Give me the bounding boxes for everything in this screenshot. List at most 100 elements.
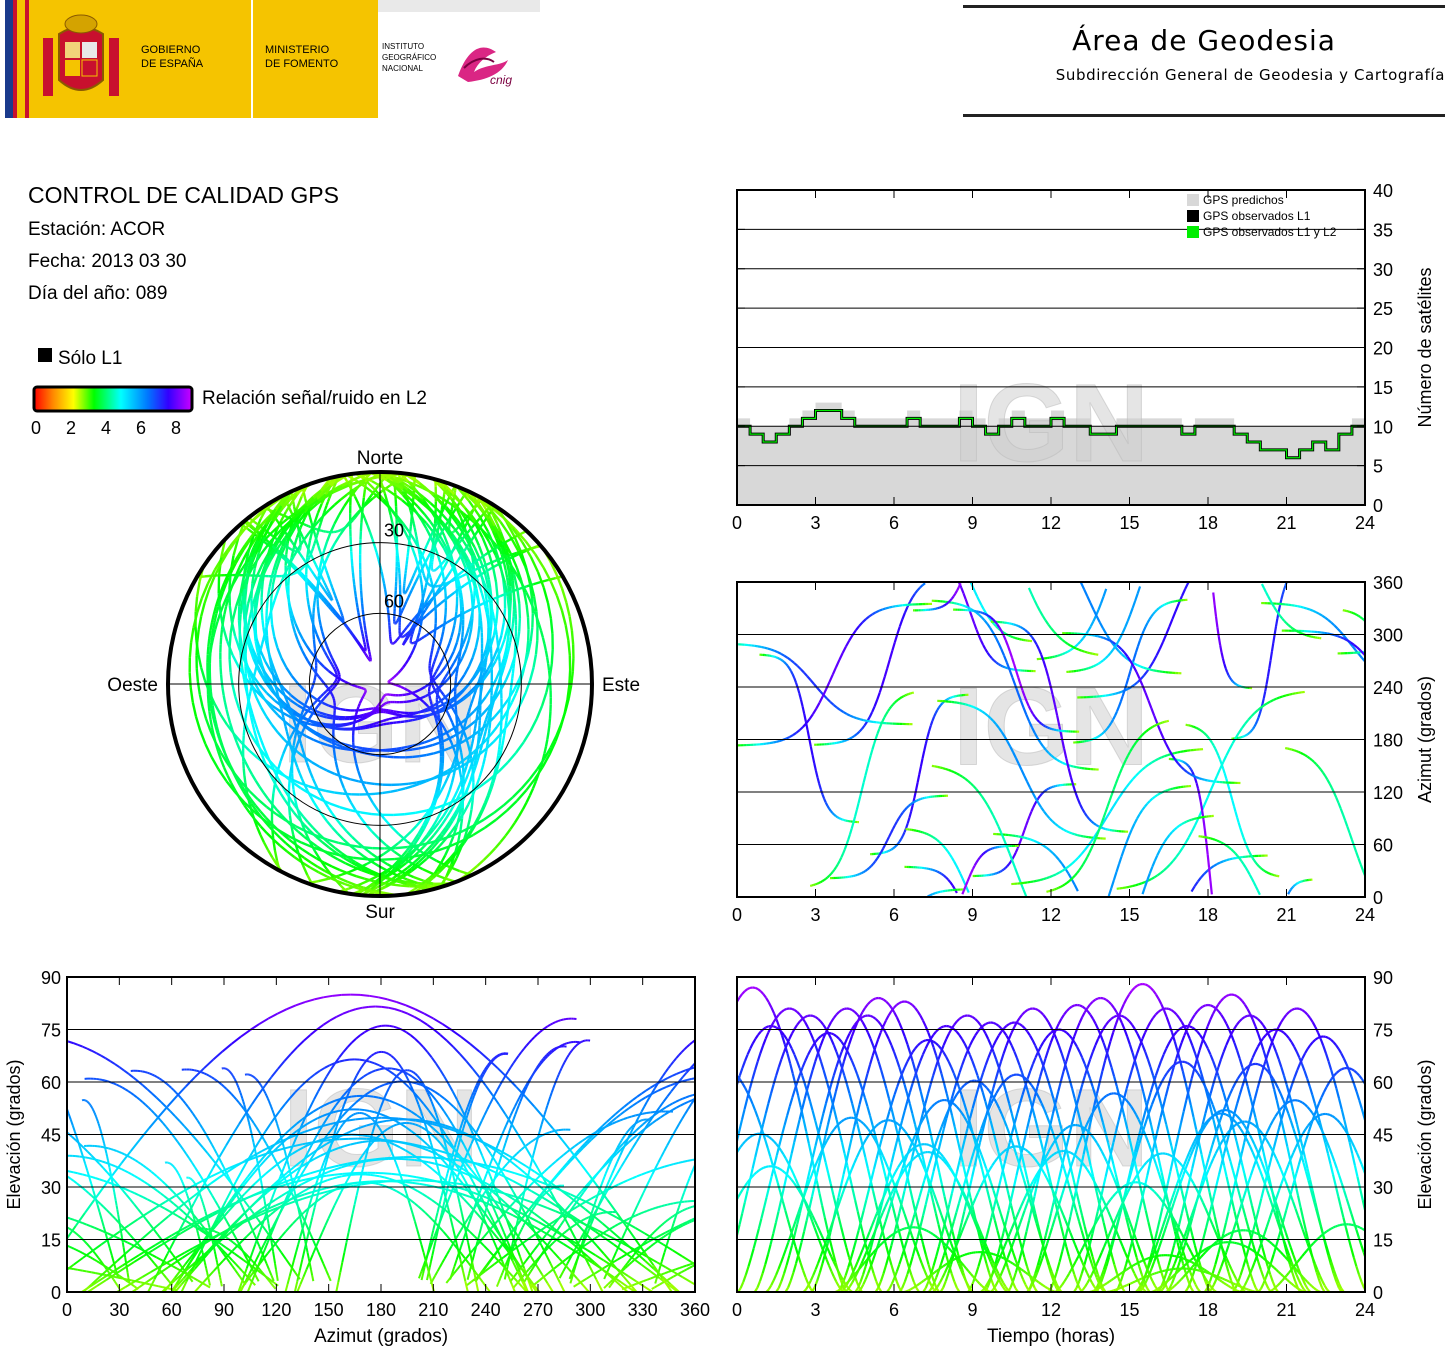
azimuth-track: [996, 871, 999, 875]
sky-track: [467, 629, 473, 641]
azimuth-track: [1148, 616, 1153, 621]
azimuth-track: [938, 704, 942, 709]
azimuth-track: [754, 644, 759, 648]
sky-track: [525, 795, 531, 803]
sky-track: [288, 838, 297, 846]
sky-track: [545, 656, 550, 665]
sky-track: [507, 592, 511, 600]
azimuth-track: [871, 705, 876, 713]
snr-tick-label: 0: [31, 418, 41, 438]
sky-track: [358, 617, 362, 623]
azimuth-track: [993, 659, 997, 664]
sky-track: [195, 597, 203, 614]
sky-track: [334, 791, 344, 795]
sky-track: [327, 595, 331, 598]
sky-track: [353, 495, 360, 505]
sky-track: [248, 691, 252, 697]
sky-track: [369, 722, 374, 727]
sky-track: [228, 632, 232, 647]
azimuth-track: [930, 834, 934, 838]
sky-track: [469, 546, 474, 556]
gobierno-logo: GOBIERNO DE ESPAÑA: [29, 0, 251, 118]
sky-track: [449, 824, 457, 834]
sky-track: [301, 638, 308, 647]
sky-track: [267, 508, 272, 512]
instituto-text-2: GEOGRÁFICO: [382, 53, 437, 62]
sky-track: [302, 492, 307, 500]
azimuth-track: [993, 623, 997, 628]
sky-track: [362, 489, 367, 498]
sky-track: [393, 813, 405, 817]
sky-track: [411, 575, 415, 579]
azimuth-track: [1190, 885, 1196, 893]
sky-track: [244, 679, 248, 687]
sky-track: [440, 834, 453, 841]
sky-track: [496, 530, 507, 544]
sky-track: [512, 574, 519, 590]
azimuth-track: [936, 839, 940, 843]
sky-track: [264, 750, 269, 757]
sky-track: [425, 581, 429, 584]
azimuth-track: [919, 758, 924, 767]
sky-track: [221, 597, 228, 607]
sky-track: [414, 566, 419, 571]
sky-track: [549, 580, 559, 597]
sky-track: [311, 545, 315, 550]
sky-track: [317, 525, 322, 530]
sky-track: [368, 712, 373, 716]
azimuth-track: [1172, 786, 1176, 790]
sky-track: [318, 594, 323, 600]
sky-track: [256, 826, 262, 836]
sky-track: [504, 537, 513, 544]
sky-track: [304, 708, 314, 715]
sky-track: [568, 670, 572, 686]
azimuth-track: [1008, 634, 1012, 638]
sky-track: [328, 596, 332, 599]
azimuth-track: [908, 596, 914, 603]
sky-track: [393, 641, 397, 644]
sky-track: [435, 833, 443, 841]
sky-track: [224, 598, 230, 607]
azimuth-track: [1229, 794, 1234, 801]
sky-track: [441, 561, 445, 565]
sky-track: [409, 509, 413, 516]
sky-track: [260, 581, 264, 590]
sky-track: [421, 570, 425, 574]
azimuth-track: [1099, 733, 1103, 737]
sky-track: [498, 737, 502, 744]
sky-track: [390, 825, 400, 835]
sky-track: [368, 725, 374, 729]
sky-track: [334, 479, 339, 484]
sky-track: [439, 562, 443, 566]
sky-track: [327, 658, 332, 663]
sky-track: [209, 729, 217, 743]
azimuth-track: [1269, 872, 1272, 876]
sky-track: [344, 525, 348, 529]
sky-track: [446, 789, 452, 798]
sky-track: [459, 818, 464, 831]
sky-track: [427, 834, 435, 842]
azimuth-track: [1281, 589, 1286, 595]
sky-track: [467, 710, 476, 719]
sky-track: [401, 607, 405, 612]
sky-track: [234, 790, 241, 799]
sky-track: [360, 629, 364, 634]
azimuth-track: [991, 657, 995, 662]
sky-track: [555, 723, 563, 737]
sky-track: [404, 590, 408, 593]
sky-track: [386, 605, 390, 611]
azimuth-track: [914, 782, 919, 791]
sky-track: [310, 861, 319, 868]
sky-track: [290, 714, 295, 720]
sky-track: [228, 605, 233, 622]
sky-track: [238, 633, 244, 647]
sky-track: [485, 570, 491, 580]
sky-track: [404, 785, 413, 790]
sky-track: [350, 558, 354, 566]
sky-track: [293, 732, 298, 740]
sky-track: [327, 838, 340, 845]
sky-track: [393, 850, 404, 860]
azimuth-track: [1246, 732, 1250, 736]
sky-track: [351, 683, 356, 688]
azimuth-track: [1347, 610, 1351, 613]
